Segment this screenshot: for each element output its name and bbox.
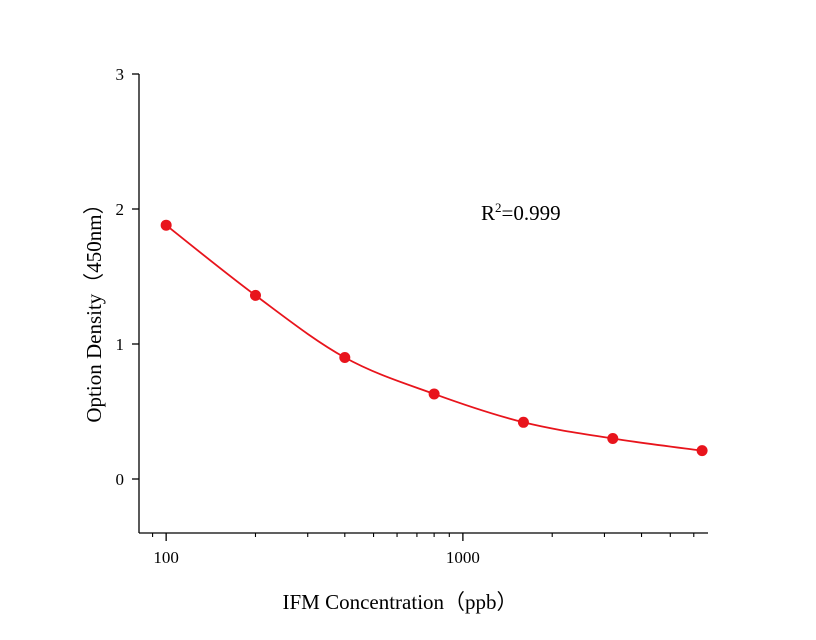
data-point [428, 388, 440, 400]
y-tick-label: 1 [116, 335, 125, 354]
fit-curve [165, 224, 703, 452]
y-ticks: 0 1 2 3 [116, 65, 139, 489]
data-point [517, 416, 529, 428]
data-point [339, 352, 351, 363]
x-ticks: 100 1000 [153, 533, 480, 567]
r-squared-annotation: R2=0.999 [481, 200, 561, 225]
y-tick-label: 2 [116, 200, 125, 219]
data-point [607, 433, 619, 444]
axes [138, 74, 708, 534]
r-squared-value: =0.999 [502, 201, 561, 225]
data-point [160, 219, 172, 231]
x-tick-label: 100 [153, 548, 179, 567]
x-minor-ticks [152, 533, 695, 537]
data-point [696, 445, 708, 457]
y-axis-title: Option Density（450nm） [82, 193, 106, 422]
r-squared-base: R [481, 201, 495, 225]
y-tick-label: 0 [116, 470, 125, 489]
r-squared-superscript: 2 [495, 200, 502, 215]
data-point [249, 289, 261, 301]
y-tick-label: 3 [116, 65, 125, 84]
data-points [160, 219, 708, 457]
x-tick-label: 1000 [446, 548, 480, 567]
x-axis-title: IFM Concentration（ppb） [282, 590, 517, 614]
